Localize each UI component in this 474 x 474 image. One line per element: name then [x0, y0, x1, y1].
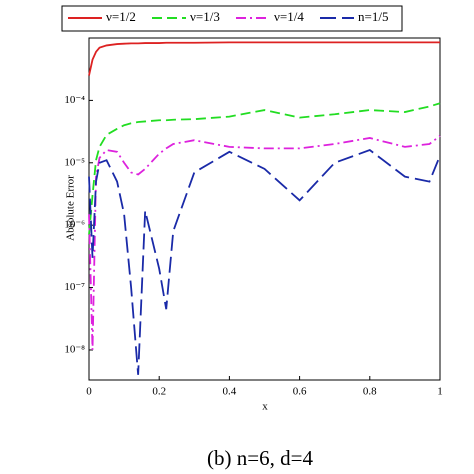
x-tick-label: 0.4: [223, 386, 237, 398]
legend-label: ν=1/3: [190, 9, 220, 24]
y-tick-label: 10⁻⁵: [64, 156, 85, 168]
legend-label: n=1/5: [358, 9, 388, 24]
legend-label: ν=1/4: [274, 9, 304, 24]
series-line: [88, 135, 441, 350]
x-tick-label: 0: [86, 386, 92, 398]
x-tick-label: 0.6: [293, 386, 307, 398]
x-tick-label: 1: [437, 386, 443, 398]
series-line: [88, 149, 441, 375]
caption: (b) n=6, d=4: [207, 446, 313, 470]
x-tick-label: 0.2: [152, 386, 166, 398]
y-tick-label: 10⁻⁶: [64, 219, 85, 231]
series-line: [88, 41, 440, 76]
y-tick-label: 10⁻⁴: [64, 94, 85, 106]
y-tick-label: 10⁻⁷: [64, 281, 85, 293]
x-axis-label: x: [262, 401, 268, 413]
series-line: [88, 102, 441, 235]
y-axis-label: Absolute Error: [65, 175, 77, 241]
legend-label: ν=1/2: [106, 9, 136, 24]
plot-frame: [88, 37, 441, 381]
y-tick-label: 10⁻⁸: [64, 343, 85, 355]
x-tick-label: 0.8: [363, 386, 377, 398]
